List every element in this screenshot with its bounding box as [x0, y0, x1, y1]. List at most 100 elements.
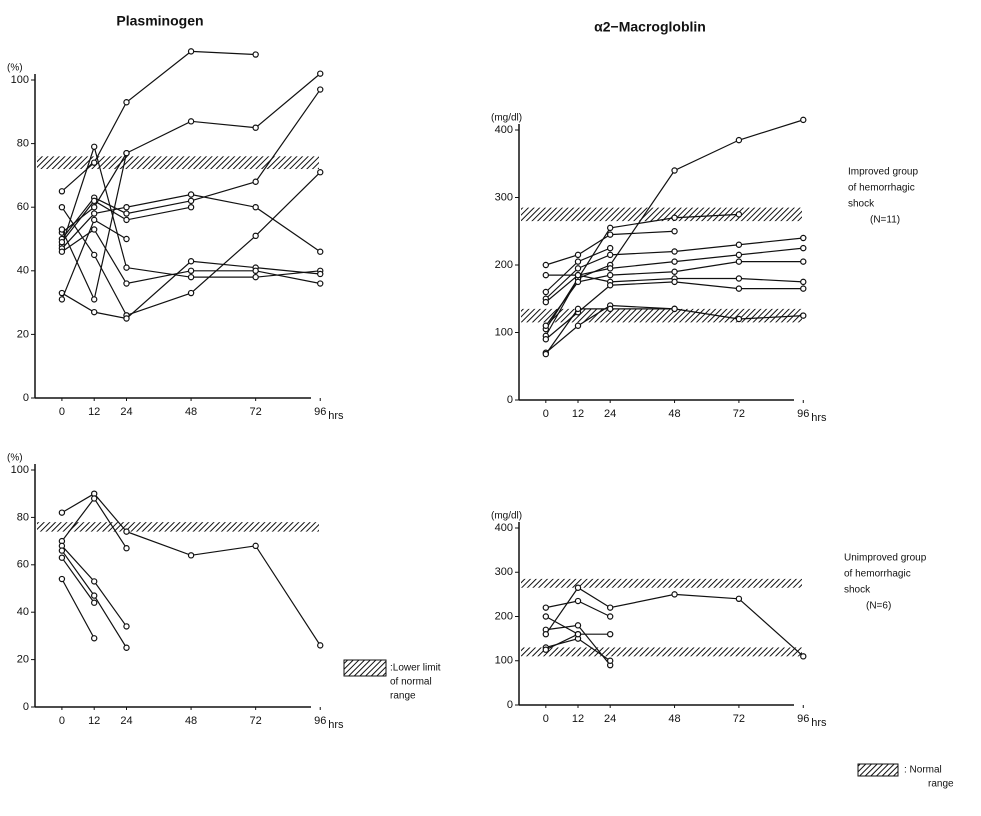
x-tick-label: 24	[120, 715, 132, 727]
data-point	[90, 197, 98, 205]
data-point	[542, 322, 550, 329]
data-point	[606, 265, 614, 272]
data-point	[606, 244, 614, 252]
data-point	[735, 211, 743, 218]
data-point	[123, 203, 130, 211]
y-tick-label: 400	[495, 124, 513, 136]
data-point	[123, 545, 130, 552]
series-line	[61, 260, 321, 320]
data-point	[735, 285, 743, 292]
group-annotation: of hemorrhagic	[844, 569, 911, 580]
data-point	[58, 188, 66, 195]
x-tick-label: 72	[250, 406, 262, 418]
data-point	[735, 241, 743, 248]
x-tick-label: 24	[120, 406, 132, 418]
data-point	[123, 528, 130, 535]
data-point	[542, 613, 550, 620]
group-annotation: of hemorrhagic	[848, 183, 915, 194]
data-point	[574, 251, 582, 259]
series-line	[61, 73, 321, 234]
legend-note: of normal	[390, 677, 432, 688]
series-line	[545, 119, 804, 330]
data-point	[252, 232, 259, 240]
data-point	[574, 278, 582, 286]
series-line	[545, 633, 579, 651]
legend-swatch	[343, 659, 387, 677]
series-line	[61, 193, 321, 253]
data-point	[735, 258, 743, 265]
data-point	[90, 159, 98, 166]
x-tick-label: 0	[543, 408, 549, 420]
data-point	[317, 642, 324, 649]
series-line	[545, 304, 804, 354]
group-annotation: Unimproved group	[844, 553, 927, 564]
data-point	[542, 261, 550, 269]
y-tick-label: 80	[17, 138, 29, 150]
y-tick-label: 0	[23, 392, 29, 404]
y-tick-label: 80	[17, 511, 29, 523]
y-tick-label: 40	[17, 265, 29, 277]
data-point	[252, 273, 259, 281]
normal-band	[37, 522, 319, 532]
data-point	[123, 235, 130, 243]
group-annotation: shock	[848, 199, 875, 210]
y-tick-label: 20	[17, 654, 29, 666]
data-point	[542, 271, 550, 279]
data-point	[735, 315, 743, 323]
data-point	[90, 495, 98, 502]
x-tick-label: 12	[88, 715, 100, 727]
data-point	[187, 289, 195, 297]
data-point	[58, 203, 66, 211]
data-point	[123, 210, 130, 217]
series-line	[61, 171, 321, 317]
data-point	[58, 575, 66, 583]
data-point	[317, 86, 324, 93]
y-tick-label: 300	[495, 191, 513, 203]
data-point	[606, 251, 614, 259]
data-point	[671, 167, 678, 174]
data-point	[606, 231, 614, 238]
series-line	[61, 578, 95, 639]
data-point	[574, 265, 582, 272]
group-annotation: shock	[844, 585, 871, 596]
data-point	[123, 623, 130, 630]
data-point	[574, 271, 582, 279]
data-point	[606, 604, 614, 611]
data-point	[606, 305, 614, 313]
y-tick-label: 100	[495, 326, 513, 338]
data-point	[123, 280, 130, 287]
normal-band	[521, 578, 802, 588]
legend-note: :Lower limit	[390, 663, 441, 674]
data-point	[800, 312, 807, 319]
data-point	[671, 268, 678, 275]
data-point	[90, 308, 98, 316]
normal-band	[521, 647, 802, 657]
x-tick-label: 48	[668, 408, 680, 420]
data-point	[800, 116, 807, 124]
data-point	[317, 169, 324, 176]
data-point	[606, 271, 614, 279]
normal-band	[37, 156, 319, 170]
data-point	[542, 298, 550, 306]
data-point	[800, 258, 807, 265]
data-point	[735, 595, 743, 603]
data-point	[542, 288, 550, 296]
data-point	[606, 282, 614, 289]
data-point	[90, 251, 98, 259]
data-point	[187, 267, 195, 274]
x-tick-label: 96	[797, 408, 809, 420]
x-tick-label: 48	[185, 406, 197, 418]
data-point	[252, 51, 259, 58]
data-point	[800, 278, 807, 286]
series-line	[545, 274, 804, 283]
x-label: hrs	[328, 410, 344, 422]
data-point	[58, 296, 66, 303]
data-point	[58, 509, 66, 516]
data-point	[671, 305, 678, 313]
legend-note: range	[390, 691, 416, 702]
series-line	[61, 492, 321, 646]
normal-band	[521, 207, 802, 222]
data-point	[574, 258, 582, 265]
x-tick-label: 0	[543, 713, 549, 725]
group-annotation: (N=11)	[870, 215, 900, 226]
